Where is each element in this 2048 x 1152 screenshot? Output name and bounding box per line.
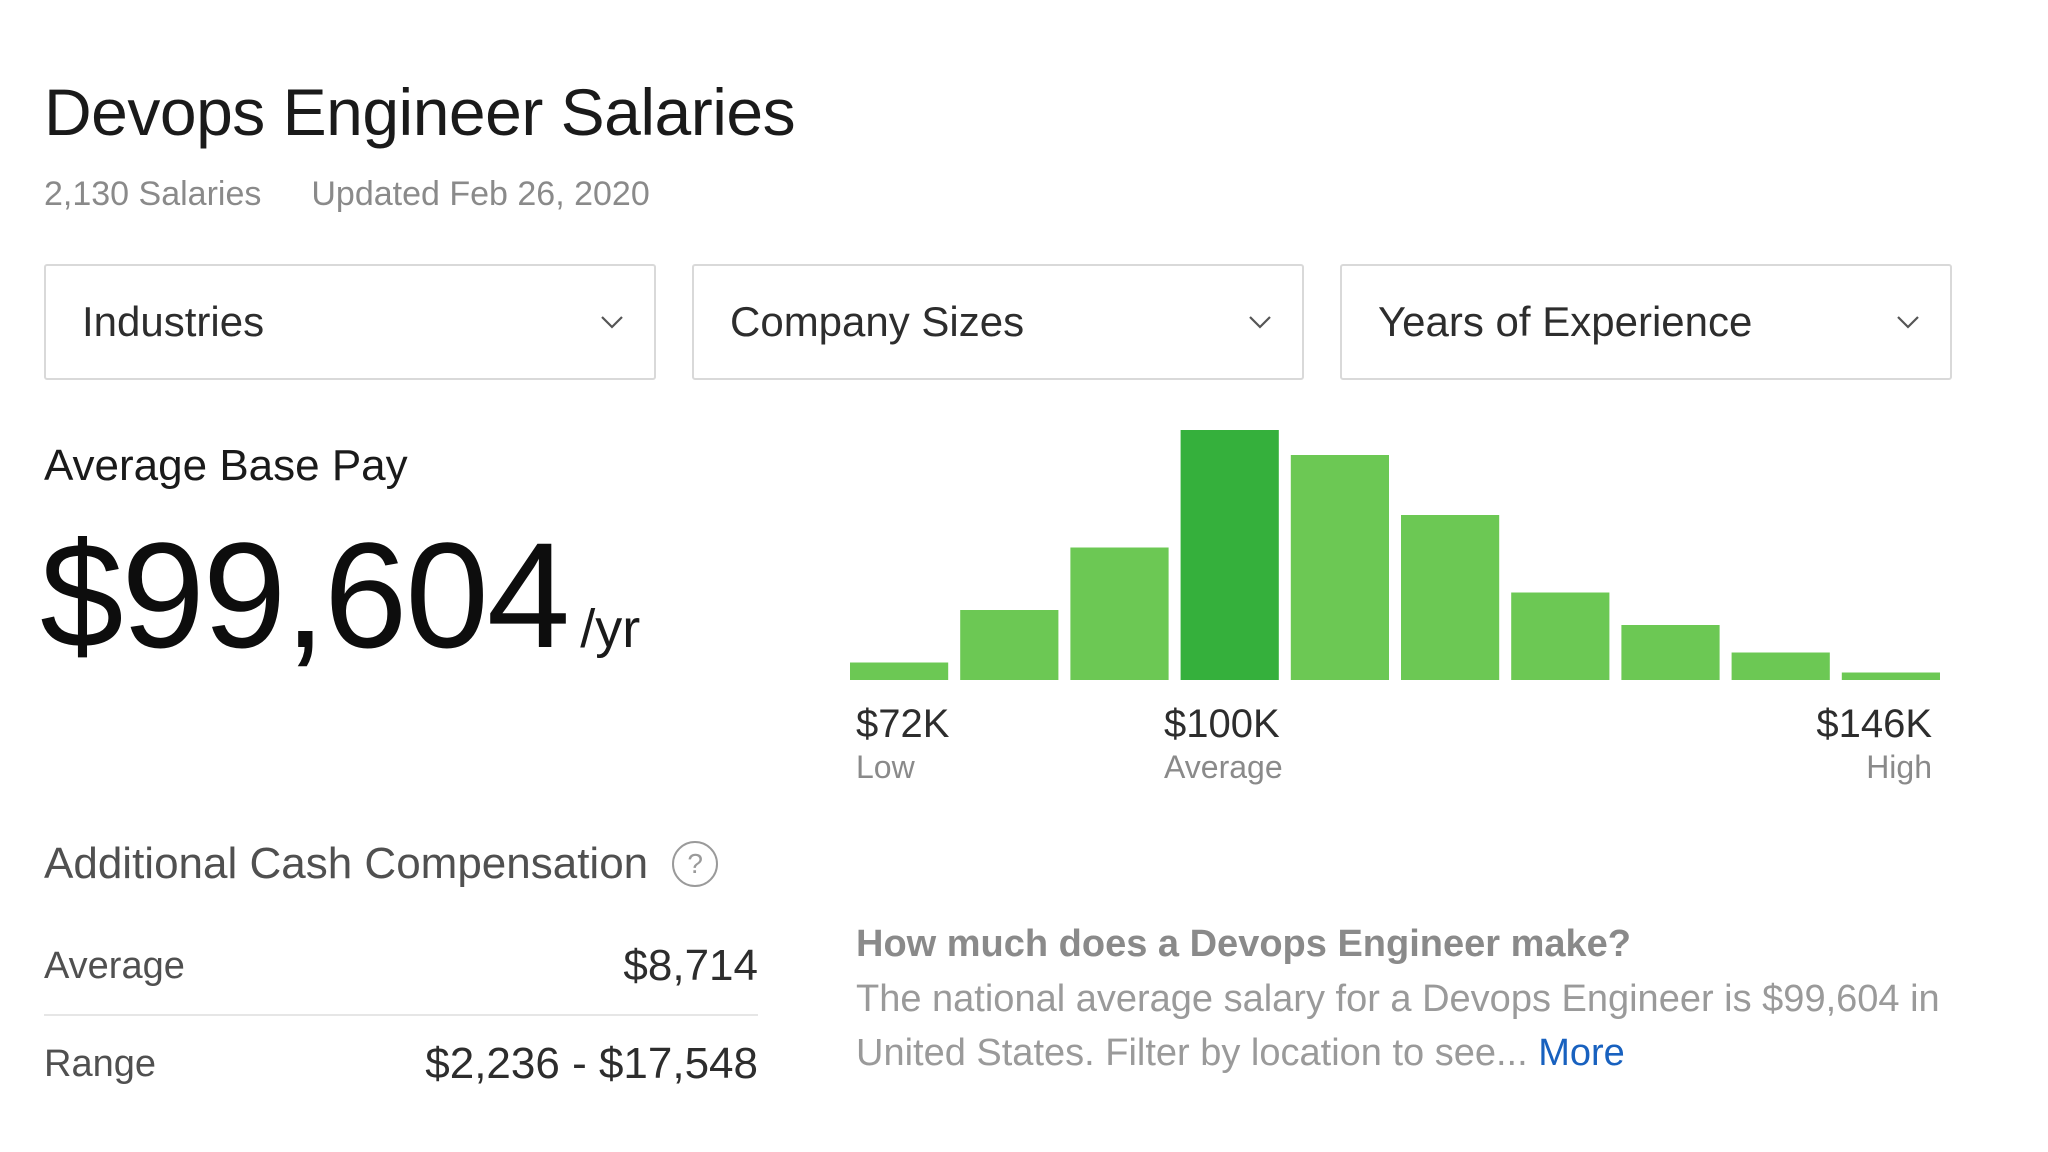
filter-years-of-experience[interactable]: Years of Experience xyxy=(1340,264,1952,380)
histogram-low: $72K Low xyxy=(856,700,949,786)
filter-industries-label: Industries xyxy=(82,298,265,345)
base-pay-unit: /yr xyxy=(580,599,641,659)
page-title: Devops Engineer Salaries xyxy=(44,75,796,149)
filter-industries[interactable]: Industries xyxy=(44,264,656,380)
histogram-high: $146K High xyxy=(1816,700,1932,786)
question-circle-icon[interactable]: ? xyxy=(672,841,719,887)
page-meta: 2,130 Salaries Updated Feb 26, 2020 xyxy=(44,172,650,216)
table-row: Range $2,236 - $17,548 xyxy=(44,1014,758,1112)
additional-cash-title: Additional Cash Compensation ? xyxy=(44,836,719,892)
chevron-down-icon xyxy=(1897,316,1919,329)
histogram-high-label: High xyxy=(1866,749,1932,785)
histogram-bar xyxy=(1731,652,1830,680)
histogram-axis-labels: $72K Low $100K Average $146K High xyxy=(850,700,1932,800)
histogram-average-value: $100K xyxy=(1164,702,1280,746)
salary-description: How much does a Devops Engineer make? Th… xyxy=(856,916,1946,1080)
histogram-average: $100K Average xyxy=(1164,700,1283,786)
histogram-bar xyxy=(1070,547,1169,680)
histogram-bar xyxy=(1290,455,1389,680)
histogram-high-value: $146K xyxy=(1816,702,1932,746)
histogram-average-label: Average xyxy=(1164,749,1283,785)
filter-company-sizes[interactable]: Company Sizes xyxy=(692,264,1304,380)
description-question: How much does a Devops Engineer make? xyxy=(856,923,1631,965)
chevron-down-icon xyxy=(1249,316,1271,329)
additional-cash-table: Average $8,714 Range $2,236 - $17,548 xyxy=(44,918,758,1112)
salary-histogram xyxy=(850,430,1940,680)
cash-average-label: Average xyxy=(44,944,185,987)
filter-bar: Industries Company Sizes Years of Experi… xyxy=(44,264,1952,382)
histogram-low-label: Low xyxy=(856,749,915,785)
additional-cash-title-text: Additional Cash Compensation xyxy=(44,839,649,888)
average-base-pay-label: Average Base Pay xyxy=(44,441,408,490)
histogram-bar xyxy=(960,610,1059,680)
description-text: The national average salary for a Devops… xyxy=(856,972,1946,1080)
histogram-bar xyxy=(1841,672,1940,680)
salary-count: 2,130 Salaries xyxy=(44,175,262,213)
histogram-bar xyxy=(1401,515,1500,680)
histogram-low-value: $72K xyxy=(856,702,950,746)
histogram-bar xyxy=(1621,625,1720,680)
base-pay-amount: $99,604 xyxy=(40,511,570,679)
more-link[interactable]: More xyxy=(1538,1032,1625,1074)
filter-years-of-experience-label: Years of Experience xyxy=(1378,298,1753,345)
cash-range-value: $2,236 - $17,548 xyxy=(425,1039,758,1088)
chevron-down-icon xyxy=(601,316,623,329)
histogram-bar-average xyxy=(1180,430,1279,680)
cash-average-value: $8,714 xyxy=(623,941,758,990)
description-body: The national average salary for a Devops… xyxy=(856,978,1940,1074)
filter-company-sizes-label: Company Sizes xyxy=(730,298,1025,345)
table-row: Average $8,714 xyxy=(44,918,758,1014)
average-base-pay-value: $99,604/yr xyxy=(40,510,640,714)
histogram-bar xyxy=(850,662,949,680)
updated-date: Updated Feb 26, 2020 xyxy=(311,175,650,213)
cash-range-label: Range xyxy=(44,1042,156,1085)
histogram-bar xyxy=(1511,592,1610,680)
